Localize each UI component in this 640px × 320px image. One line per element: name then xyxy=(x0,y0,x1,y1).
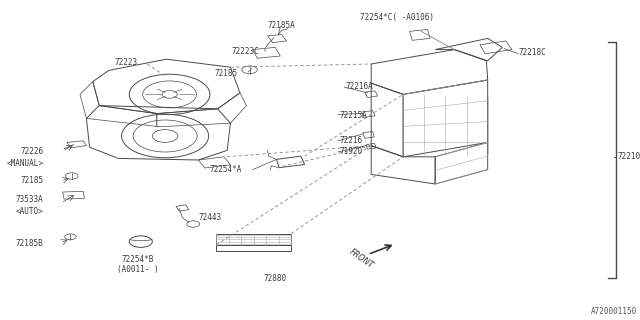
Text: A720001150: A720001150 xyxy=(591,307,637,316)
Text: 72254*A: 72254*A xyxy=(209,165,242,174)
Text: 72216: 72216 xyxy=(339,136,362,145)
Text: 72215A: 72215A xyxy=(339,111,367,120)
Text: <MANUAL>: <MANUAL> xyxy=(6,159,44,168)
Text: 72185A: 72185A xyxy=(268,21,296,30)
Text: 72223: 72223 xyxy=(115,58,138,67)
Text: 72223C: 72223C xyxy=(232,47,259,56)
Text: 71920: 71920 xyxy=(339,148,362,156)
Text: 72185B: 72185B xyxy=(16,239,44,248)
Text: 72185: 72185 xyxy=(20,176,44,185)
Text: 72880: 72880 xyxy=(264,274,287,283)
Text: FRONT: FRONT xyxy=(348,248,375,271)
Text: 72443: 72443 xyxy=(198,213,221,222)
Text: <AUTO>: <AUTO> xyxy=(16,207,44,216)
Text: 72218C: 72218C xyxy=(518,48,546,57)
Text: 72254*C( -A0106): 72254*C( -A0106) xyxy=(360,13,434,22)
Text: 72254*B: 72254*B xyxy=(122,255,154,264)
Text: 72216A: 72216A xyxy=(346,82,373,91)
Text: 73533A: 73533A xyxy=(16,196,44,204)
Text: 72226: 72226 xyxy=(20,148,44,156)
Text: 72185: 72185 xyxy=(215,69,238,78)
Text: (A0011- ): (A0011- ) xyxy=(116,265,159,274)
Text: 72210: 72210 xyxy=(618,152,640,161)
